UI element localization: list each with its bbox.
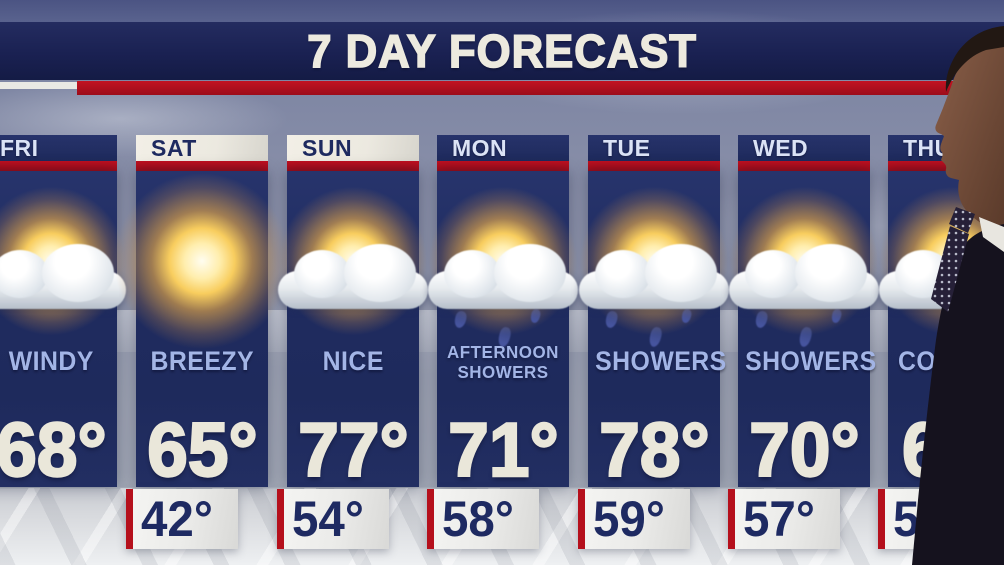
sun-glow-icon: [113, 172, 291, 350]
low-temp-box: 58°: [427, 489, 539, 549]
card-body: SHOWERS 78°: [579, 171, 729, 490]
sun-glow-icon: [579, 186, 729, 336]
card-red-stripe: [0, 161, 117, 171]
sun-glow-icon: [729, 186, 879, 336]
low-red-bar: [728, 489, 735, 549]
low-red-bar: [427, 489, 434, 549]
forecast-card-sun: SUN NICE 77° 54°: [277, 135, 428, 549]
forecast-card-fri: FRI WINDY 68°: [0, 135, 126, 490]
card-red-stripe: [738, 161, 870, 171]
card-body: AFTERNOON SHOWERS 71°: [428, 171, 578, 490]
presenter-suit: [912, 224, 1004, 565]
weather-presenter: [912, 26, 1004, 565]
card-body: NICE 77°: [278, 171, 428, 490]
cloud-icon: [428, 244, 578, 309]
banner-white-dash: [0, 82, 77, 89]
condition-label: AFTERNOON SHOWERS: [447, 341, 559, 382]
high-temp: 70°: [748, 408, 861, 493]
high-temp: 68°: [0, 408, 107, 493]
forecast-card-sat: SAT BREEZY 65° 42°: [113, 135, 291, 549]
cloud-icon: [0, 244, 126, 309]
weather-icon: [263, 186, 443, 351]
low-red-bar: [126, 489, 133, 549]
low-red-bar: [878, 489, 885, 549]
low-temp: 59°: [593, 491, 665, 547]
cloud-icon: [278, 244, 428, 309]
day-label: FRI: [0, 134, 39, 161]
weather-icon: [714, 186, 894, 351]
day-header: TUE: [588, 135, 720, 161]
day-label: WED: [753, 134, 809, 161]
cloud-icon: [729, 244, 879, 309]
day-header: WED: [738, 135, 870, 161]
day-label: SUN: [302, 134, 353, 161]
card-red-stripe: [437, 161, 569, 171]
condition-label: WINDY: [8, 346, 94, 377]
day-header: SUN: [287, 135, 419, 161]
condition-label: CO: [898, 346, 937, 377]
forecast-card-wed: WED SHOWERS 70° 57°: [728, 135, 879, 549]
condition-label: SHOWERS: [745, 346, 877, 377]
low-red-bar: [277, 489, 284, 549]
high-temp: 71°: [447, 408, 560, 493]
day-label: MON: [452, 134, 508, 161]
day-header: SAT: [136, 135, 268, 161]
low-temp: 42°: [141, 491, 213, 547]
page-title: 7 DAY FORECAST: [306, 24, 697, 78]
sun-glow-icon: [278, 186, 428, 336]
day-header: FRI: [0, 135, 117, 161]
low-temp-box: 59°: [578, 489, 690, 549]
weather-icon: [413, 186, 593, 351]
card-red-stripe: [588, 161, 720, 171]
low-temp-box: 57°: [728, 489, 840, 549]
card-red-stripe: [136, 161, 268, 171]
low-temp: 54°: [292, 491, 364, 547]
forecast-card-mon: MON AFTERNOON SHOWERS 71° 58°: [427, 135, 578, 549]
weather-icon: [564, 186, 744, 351]
low-temp-box: 54°: [277, 489, 389, 549]
low-temp: 58°: [442, 491, 514, 547]
condition-label: SHOWERS: [595, 346, 727, 377]
banner-red-stripe: [77, 81, 1004, 95]
card-red-stripe: [287, 161, 419, 171]
low-red-bar: [578, 489, 585, 549]
day-label: SAT: [151, 134, 197, 161]
card-body: WINDY 68°: [0, 171, 126, 490]
high-temp: 78°: [598, 408, 711, 493]
card-body: SHOWERS 70°: [729, 171, 879, 490]
presenter-face: [935, 38, 1004, 233]
forecast-card-tue: TUE SHOWERS 78° 59°: [578, 135, 729, 549]
high-temp: 65°: [146, 408, 259, 493]
high-temp: 77°: [297, 408, 410, 493]
day-header: MON: [437, 135, 569, 161]
condition-label: NICE: [322, 346, 384, 377]
low-temp: 57°: [743, 491, 815, 547]
presenter-hair: [945, 26, 1004, 92]
sun-glow-icon: [428, 186, 578, 336]
weather-icon: [112, 172, 292, 351]
card-body: BREEZY 65°: [113, 171, 291, 490]
low-temp-box: 42°: [126, 489, 238, 549]
day-label: TUE: [603, 134, 651, 161]
condition-label: BREEZY: [150, 346, 254, 377]
sun-glow-icon: [0, 186, 126, 336]
title-banner: 7 DAY FORECAST: [0, 22, 1004, 80]
cloud-icon: [579, 244, 729, 309]
